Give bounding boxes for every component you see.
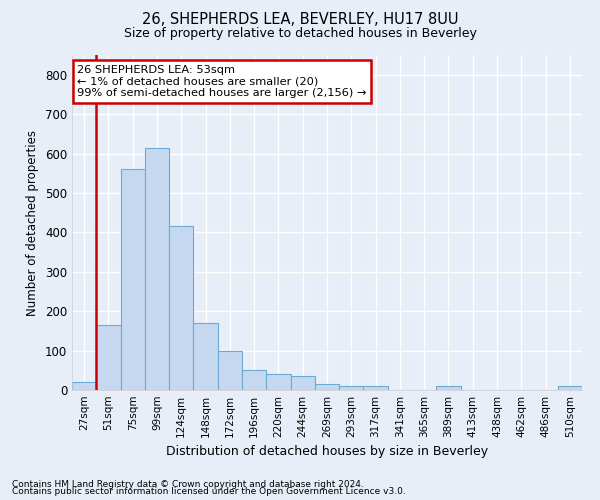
Bar (242, 370, 266, 390)
Y-axis label: Number of detached properties: Number of detached properties (26, 130, 40, 316)
Bar (436, 386, 461, 390)
Bar (193, 323, 218, 390)
Text: 26 SHEPHERDS LEA: 53sqm
← 1% of detached houses are smaller (20)
99% of semi-det: 26 SHEPHERDS LEA: 53sqm ← 1% of detached… (77, 65, 367, 98)
Bar (290, 376, 315, 390)
Text: Size of property relative to detached houses in Beverley: Size of property relative to detached ho… (124, 28, 476, 40)
Text: Contains HM Land Registry data © Crown copyright and database right 2024.: Contains HM Land Registry data © Crown c… (12, 480, 364, 489)
Bar (72, 382, 96, 390)
Bar (339, 386, 364, 390)
Text: 26, SHEPHERDS LEA, BEVERLEY, HU17 8UU: 26, SHEPHERDS LEA, BEVERLEY, HU17 8UU (142, 12, 458, 28)
Bar (558, 386, 582, 390)
Bar (121, 170, 145, 390)
Text: Contains public sector information licensed under the Open Government Licence v3: Contains public sector information licen… (12, 488, 406, 496)
Bar (364, 386, 388, 390)
Bar (145, 148, 169, 390)
Bar (218, 350, 242, 390)
Bar (169, 226, 193, 390)
Bar (96, 325, 121, 390)
Bar (266, 374, 290, 390)
Bar (315, 384, 339, 390)
X-axis label: Distribution of detached houses by size in Beverley: Distribution of detached houses by size … (166, 446, 488, 458)
